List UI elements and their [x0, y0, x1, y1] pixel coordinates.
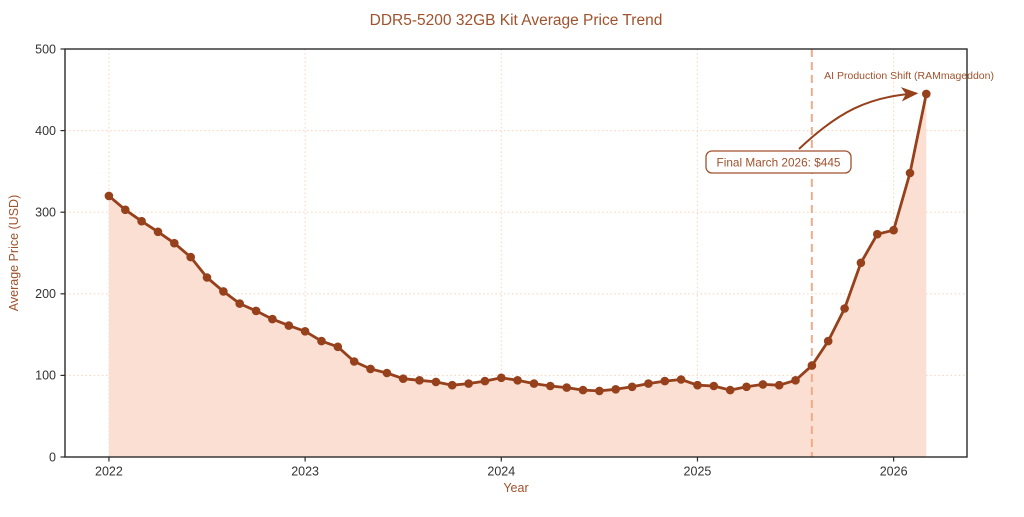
data-points — [104, 89, 931, 396]
y-tick-label: 200 — [35, 287, 56, 301]
data-point-marker — [725, 385, 735, 395]
data-point-marker — [497, 373, 506, 383]
data-point-marker — [889, 225, 898, 235]
data-point-marker — [431, 377, 441, 387]
data-point-marker — [398, 374, 408, 384]
data-point-marker — [742, 382, 751, 392]
data-point-marker — [791, 376, 800, 385]
data-point-marker — [905, 168, 915, 178]
data-point-marker — [644, 379, 653, 388]
data-point-marker — [823, 336, 833, 346]
plot-border — [64, 48, 968, 458]
data-point-marker — [153, 227, 163, 237]
data-point-marker — [251, 306, 261, 316]
data-point-marker — [627, 382, 637, 392]
data-point-marker — [349, 357, 359, 366]
data-point-marker — [366, 364, 375, 374]
y-tick-label: 500 — [35, 42, 56, 56]
data-point-marker — [578, 385, 588, 395]
callout-text: Final March 2026: $445 — [717, 156, 841, 170]
data-point-marker — [121, 205, 130, 215]
data-point-marker — [840, 304, 849, 313]
x-tick-label: 2024 — [487, 465, 515, 479]
data-point-marker — [137, 216, 146, 226]
data-point-marker — [104, 191, 114, 201]
x-tick-label: 2022 — [95, 465, 123, 479]
event-annotation-label: AI Production Shift (RAMmageddon) — [824, 70, 994, 82]
data-point-marker — [235, 299, 244, 308]
data-point-marker — [268, 314, 277, 324]
x-tick-label: 2025 — [684, 465, 712, 479]
callout-arrow — [798, 87, 919, 150]
data-point-marker — [709, 381, 719, 391]
data-point-marker — [546, 381, 555, 391]
data-point-marker — [447, 380, 457, 390]
data-point-marker — [922, 89, 931, 99]
data-point-marker — [758, 380, 768, 389]
data-point-marker — [660, 376, 670, 386]
data-point-marker — [186, 252, 195, 262]
data-point-marker — [562, 383, 571, 392]
x-tick-label: 2026 — [880, 465, 908, 479]
data-point-marker — [774, 380, 784, 390]
data-point-marker — [170, 238, 179, 248]
data-point-marker — [317, 336, 326, 346]
x-axis-label: Year — [503, 481, 528, 495]
data-point-marker — [300, 327, 310, 336]
data-point-marker — [856, 258, 866, 268]
data-point-marker — [284, 321, 294, 330]
data-point-marker — [202, 273, 212, 282]
callout-box — [705, 150, 852, 174]
data-point-marker — [873, 229, 882, 239]
x-tick-label: 2023 — [291, 465, 319, 479]
data-point-marker — [513, 376, 522, 385]
data-point-marker — [693, 380, 702, 390]
data-point-marker — [807, 361, 817, 370]
x-tick-labels: 2022 2023 2024 2025 2026 — [95, 465, 908, 479]
y-tick-label: 100 — [35, 369, 56, 383]
y-tick-label: 400 — [35, 124, 56, 138]
data-point-marker — [382, 368, 392, 378]
axis-ticks — [60, 48, 895, 462]
data-point-marker — [529, 379, 539, 388]
data-point-marker — [676, 375, 686, 384]
data-point-marker — [464, 379, 473, 388]
data-point-marker — [595, 386, 604, 396]
chart-title: DDR5-5200 32GB Kit Average Price Trend — [370, 12, 663, 29]
y-tick-label: 0 — [49, 450, 56, 464]
data-point-marker — [415, 376, 424, 385]
data-point-marker — [611, 385, 620, 394]
data-point-marker — [219, 287, 228, 296]
y-axis-label: Average Price (USD) — [7, 195, 21, 311]
y-tick-labels: 0 100 200 300 400 500 — [35, 42, 56, 464]
data-point-marker — [333, 342, 343, 352]
y-tick-label: 300 — [35, 206, 56, 220]
data-point-marker — [480, 376, 490, 386]
area-fill — [108, 93, 927, 458]
